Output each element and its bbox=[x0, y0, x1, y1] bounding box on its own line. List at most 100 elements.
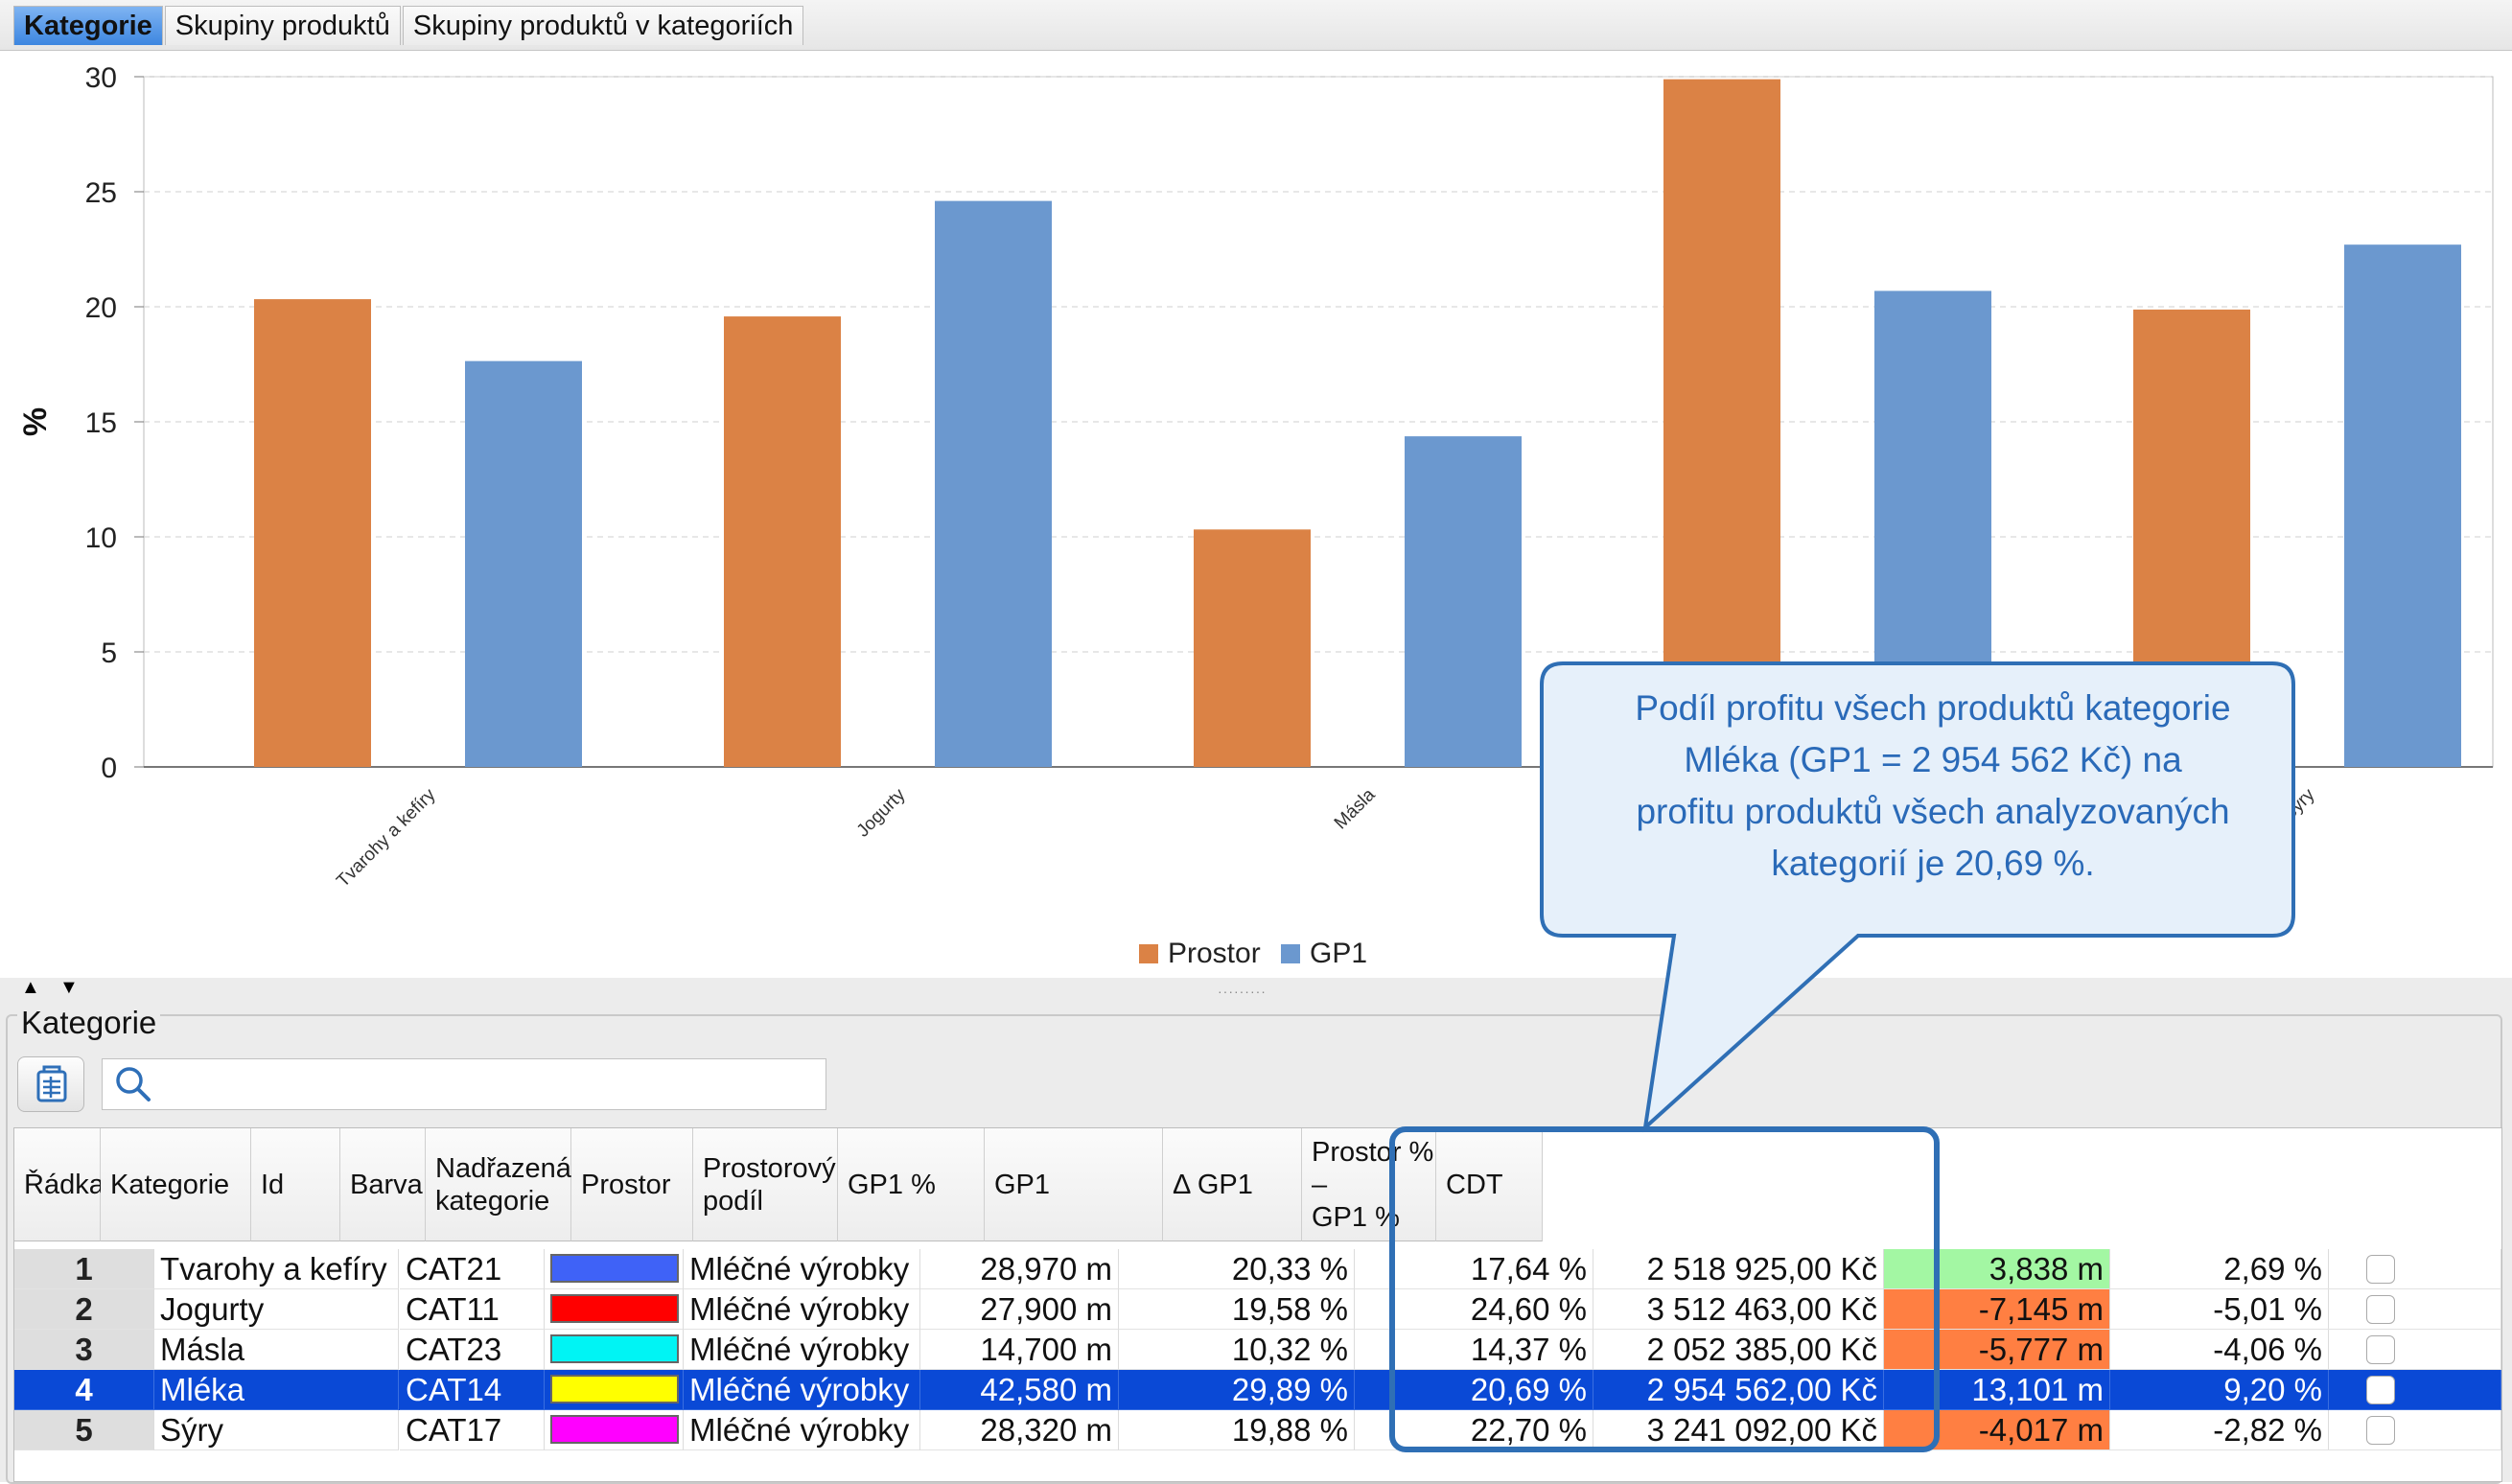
cell-n[interactable]: 5 bbox=[14, 1410, 154, 1450]
cell-pg[interactable]: -2,82 % bbox=[2110, 1410, 2329, 1450]
cell-kategorie[interactable]: Jogurty bbox=[154, 1289, 399, 1330]
tab-2[interactable]: Skupiny produktů v kategoriích bbox=[402, 6, 804, 45]
cell-kategorie[interactable]: Sýry bbox=[154, 1410, 399, 1450]
cell-kategorie[interactable]: Tvarohy a kefíry bbox=[154, 1249, 399, 1289]
cell-dgp1[interactable]: -5,777 m bbox=[1884, 1330, 2110, 1370]
col-header-gp1-pct[interactable]: GP1 % bbox=[838, 1128, 985, 1241]
cell-pg[interactable]: 2,69 % bbox=[2110, 1249, 2329, 1289]
cell-id[interactable]: CAT17 bbox=[400, 1410, 545, 1450]
tab-0[interactable]: Kategorie bbox=[13, 6, 163, 45]
color-cell[interactable] bbox=[545, 1330, 684, 1370]
cell-nadrazena[interactable]: Mléčné výrobky bbox=[684, 1370, 920, 1410]
col-header-delta-gp1[interactable]: Δ GP1 bbox=[1163, 1128, 1302, 1241]
cdt-cell[interactable] bbox=[2328, 1370, 2501, 1410]
cell-prostor[interactable]: 42,580 m bbox=[920, 1370, 1119, 1410]
cell-gp1[interactable]: 2 518 925,00 Kč bbox=[1593, 1249, 1884, 1289]
cell-prostorovy[interactable]: 19,88 % bbox=[1119, 1410, 1355, 1450]
cell-nadrazena[interactable]: Mléčné výrobky bbox=[684, 1330, 920, 1370]
cdt-checkbox[interactable] bbox=[2366, 1376, 2395, 1404]
col-header-radka[interactable]: Řádka bbox=[14, 1128, 105, 1241]
col-header-prostor[interactable]: Prostor bbox=[571, 1128, 693, 1241]
cell-prostorovy[interactable]: 29,89 % bbox=[1119, 1370, 1355, 1410]
table-row[interactable]: 5 Sýry CAT17 Mléčné výrobky 28,320 m 19,88 % 2… bbox=[14, 1410, 2501, 1450]
cdt-checkbox[interactable] bbox=[2366, 1295, 2395, 1324]
collapse-up-icon[interactable]: ▲ bbox=[21, 977, 40, 998]
cell-id[interactable]: CAT23 bbox=[400, 1330, 545, 1370]
callout-text: Podíl profitu všech produktů kategorie M… bbox=[1559, 683, 2307, 890]
table-row[interactable]: 1 Tvarohy a kefíry CAT21 Mléčné výrobky 28,9… bbox=[14, 1249, 2501, 1289]
cell-gp1[interactable]: 2 052 385,00 Kč bbox=[1593, 1330, 1884, 1370]
cell-prostor[interactable]: 27,900 m bbox=[920, 1289, 1119, 1330]
color-cell[interactable] bbox=[545, 1249, 684, 1289]
col-header-prostor-gp1[interactable]: Prostor % – GP1 % bbox=[1302, 1128, 1436, 1241]
col-header-gp1[interactable]: GP1 bbox=[985, 1128, 1163, 1241]
cell-gp1pct[interactable]: 24,60 % bbox=[1355, 1289, 1593, 1330]
splitter[interactable]: ▲ ▼ ········· bbox=[0, 977, 2512, 999]
cell-nadrazena[interactable]: Mléčné výrobky bbox=[684, 1289, 920, 1330]
cell-gp1pct[interactable]: 17,64 % bbox=[1355, 1249, 1593, 1289]
bar-gp1-2 bbox=[1405, 436, 1522, 767]
y-tick-label: 15 bbox=[85, 407, 117, 439]
splitter-grip-icon[interactable]: ········· bbox=[1218, 984, 1267, 999]
cell-kategorie[interactable]: Másla bbox=[154, 1330, 399, 1370]
legend-swatch-gp1 bbox=[1281, 944, 1300, 963]
cell-id[interactable]: CAT21 bbox=[400, 1249, 545, 1289]
y-tick-label: 10 bbox=[85, 522, 117, 554]
cdt-cell[interactable] bbox=[2328, 1249, 2501, 1289]
cell-pg[interactable]: 9,20 % bbox=[2110, 1370, 2329, 1410]
color-cell[interactable] bbox=[545, 1370, 684, 1410]
col-header-nadrazena[interactable]: Nadřazená kategorie bbox=[426, 1128, 571, 1241]
color-cell[interactable] bbox=[545, 1289, 684, 1330]
col-header-cdt[interactable]: CDT bbox=[1436, 1128, 1543, 1241]
cell-gp1pct[interactable]: 14,37 % bbox=[1355, 1330, 1593, 1370]
cell-prostorovy[interactable]: 19,58 % bbox=[1119, 1289, 1355, 1330]
col-header-barva[interactable]: Barva bbox=[340, 1128, 426, 1241]
cell-prostor[interactable]: 28,320 m bbox=[920, 1410, 1119, 1450]
category-panel: Kategorie Řádka Kategorie Id Barva Nadřa… bbox=[0, 997, 2512, 1484]
cell-gp1[interactable]: 3 512 463,00 Kč bbox=[1593, 1289, 1884, 1330]
search-field[interactable] bbox=[102, 1058, 826, 1110]
legend-label: Prostor bbox=[1168, 938, 1261, 969]
cell-id[interactable]: CAT14 bbox=[400, 1370, 545, 1410]
cell-pg[interactable]: -5,01 % bbox=[2110, 1289, 2329, 1330]
cell-prostorovy[interactable]: 20,33 % bbox=[1119, 1249, 1355, 1289]
table-row[interactable]: 2 Jogurty CAT11 Mléčné výrobky 27,900 m 19,58… bbox=[14, 1289, 2501, 1330]
tab-1[interactable]: Skupiny produktů bbox=[164, 6, 401, 45]
col-header-id[interactable]: Id bbox=[251, 1128, 340, 1241]
color-cell[interactable] bbox=[545, 1410, 684, 1450]
cdt-cell[interactable] bbox=[2328, 1289, 2501, 1330]
cdt-checkbox[interactable] bbox=[2366, 1416, 2395, 1445]
export-button[interactable] bbox=[17, 1056, 84, 1112]
cdt-checkbox[interactable] bbox=[2366, 1255, 2395, 1284]
cell-dgp1[interactable]: -4,017 m bbox=[1884, 1410, 2110, 1450]
cdt-cell[interactable] bbox=[2328, 1410, 2501, 1450]
cell-n[interactable]: 3 bbox=[14, 1330, 154, 1370]
cell-dgp1[interactable]: 3,838 m bbox=[1884, 1249, 2110, 1289]
tab-list: Kategorie Skupiny produktů Skupiny produkt… bbox=[13, 6, 805, 45]
cell-pg[interactable]: -4,06 % bbox=[2110, 1330, 2329, 1370]
cell-dgp1[interactable]: 13,101 m bbox=[1884, 1370, 2110, 1410]
collapse-down-icon[interactable]: ▼ bbox=[59, 977, 79, 998]
cell-gp1pct[interactable]: 20,69 % bbox=[1355, 1370, 1593, 1410]
cell-nadrazena[interactable]: Mléčné výrobky bbox=[684, 1410, 920, 1450]
cell-dgp1[interactable]: -7,145 m bbox=[1884, 1289, 2110, 1330]
cell-id[interactable]: CAT11 bbox=[400, 1289, 545, 1330]
cell-n[interactable]: 1 bbox=[14, 1249, 154, 1289]
category-table: Řádka Kategorie Id Barva Nadřazená katego… bbox=[13, 1127, 2502, 1482]
highlight-box bbox=[1389, 1126, 1940, 1452]
table-row[interactable]: 3 Másla CAT23 Mléčné výrobky 14,700 m 10,32 %… bbox=[14, 1330, 2501, 1370]
cell-prostor[interactable]: 14,700 m bbox=[920, 1330, 1119, 1370]
col-header-kategorie[interactable]: Kategorie bbox=[101, 1128, 251, 1241]
cell-prostor[interactable]: 28,970 m bbox=[920, 1249, 1119, 1289]
col-header-prostorovy-podil[interactable]: Prostorový podíl bbox=[693, 1128, 838, 1241]
cell-prostorovy[interactable]: 10,32 % bbox=[1119, 1330, 1355, 1370]
cell-n[interactable]: 2 bbox=[14, 1289, 154, 1330]
cell-n[interactable]: 4 bbox=[14, 1370, 154, 1410]
y-tick-label: 5 bbox=[101, 638, 117, 669]
cdt-checkbox[interactable] bbox=[2366, 1335, 2395, 1364]
cell-kategorie[interactable]: Mléka bbox=[154, 1370, 399, 1410]
cdt-cell[interactable] bbox=[2328, 1330, 2501, 1370]
cell-nadrazena[interactable]: Mléčné výrobky bbox=[684, 1249, 920, 1289]
table-row[interactable]: 4 Mléka CAT14 Mléčné výrobky 42,580 m 29,89 %… bbox=[14, 1370, 2501, 1410]
cell-gp1[interactable]: 2 954 562,00 Kč bbox=[1593, 1370, 1884, 1410]
